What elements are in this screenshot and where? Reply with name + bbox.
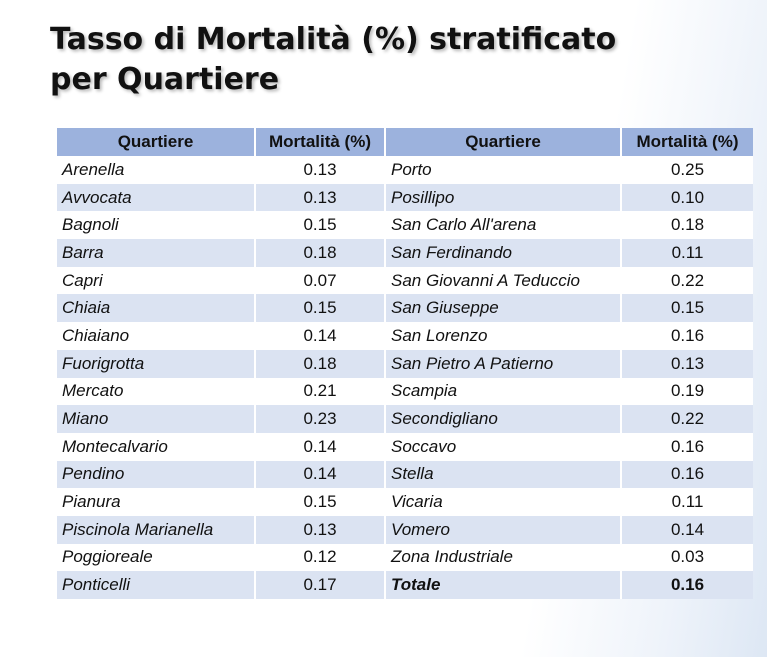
header-mortalita-left: Mortalità (%) [255, 128, 386, 156]
left-mortality-value: 0.13 [255, 156, 386, 184]
left-district-name: Barra [57, 239, 256, 267]
left-district-name: Ponticelli [57, 571, 256, 599]
left-district-name: Fuorigrotta [57, 349, 256, 378]
slide-title: Tasso di Mortalità (%) stratificato per … [50, 20, 616, 100]
table-row: Pianura 0.15 Vicaria 0.11 [57, 488, 753, 516]
right-mortality-value: 0.10 [621, 183, 753, 212]
right-district-name: Scampia [385, 377, 622, 406]
left-mortality-value: 0.23 [255, 405, 386, 433]
right-mortality-value: 0.25 [621, 156, 753, 184]
right-mortality-value: 0.22 [621, 405, 753, 433]
header-quartiere-right: Quartiere [385, 128, 622, 156]
left-district-name: Chiaia [57, 294, 256, 323]
left-district-name: Chiaiano [57, 322, 256, 350]
right-mortality-value: 0.11 [621, 488, 753, 516]
right-mortality-value: 0.15 [621, 294, 753, 323]
left-mortality-value: 0.17 [255, 571, 386, 599]
table-row: Poggioreale 0.12 Zona Industriale 0.03 [57, 543, 753, 572]
right-district-name: San Giuseppe [385, 294, 622, 323]
slide-title-line-1: Tasso di Mortalità (%) stratificato [50, 22, 617, 57]
right-mortality-value: 0.11 [621, 239, 753, 267]
right-mortality-value: 0.18 [621, 211, 753, 240]
right-district-name: Secondigliano [385, 405, 622, 433]
right-mortality-value: 0.19 [621, 377, 753, 406]
right-district-name: San Pietro A Patierno [385, 349, 622, 378]
table-header: Quartiere Mortalità (%) Quartiere Mortal… [57, 128, 753, 156]
left-district-name: Avvocata [57, 183, 256, 212]
right-mortality-value: 0.16 [621, 322, 753, 350]
left-district-name: Bagnoli [57, 211, 256, 240]
left-mortality-value: 0.18 [255, 239, 386, 267]
left-mortality-value: 0.12 [255, 543, 386, 572]
header-mortalita-right: Mortalità (%) [621, 128, 753, 156]
left-mortality-value: 0.21 [255, 377, 386, 406]
left-district-name: Mercato [57, 377, 256, 406]
left-district-name: Piscinola Marianella [57, 515, 256, 544]
left-district-name: Pendino [57, 460, 256, 489]
right-district-name: Soccavo [385, 432, 622, 461]
left-mortality-value: 0.15 [255, 488, 386, 516]
left-district-name: Arenella [57, 156, 256, 184]
left-district-name: Miano [57, 405, 256, 433]
table-body: Arenella 0.13 Porto 0.25 Avvocata 0.13 P… [57, 156, 753, 599]
right-district-name: Vicaria [385, 488, 622, 516]
right-district-name: Posillipo [385, 183, 622, 212]
left-district-name: Montecalvario [57, 432, 256, 461]
right-district-name: Zona Industriale [385, 543, 622, 572]
slide-title-line-2: per Quartiere [50, 62, 280, 97]
left-mortality-value: 0.07 [255, 266, 386, 295]
left-mortality-value: 0.13 [255, 183, 386, 212]
table-row: Pendino 0.14 Stella 0.16 [57, 460, 753, 489]
left-mortality-value: 0.13 [255, 515, 386, 544]
table-row: Miano 0.23 Secondigliano 0.22 [57, 405, 753, 433]
right-district-name: Vomero [385, 515, 622, 544]
left-mortality-value: 0.15 [255, 294, 386, 323]
table-row: Chiaiano 0.14 San Lorenzo 0.16 [57, 322, 753, 350]
table-row-total: Ponticelli 0.17 Totale 0.16 [57, 571, 753, 599]
left-mortality-value: 0.14 [255, 432, 386, 461]
left-district-name: Pianura [57, 488, 256, 516]
total-label: Totale [385, 571, 622, 599]
right-mortality-value: 0.14 [621, 515, 753, 544]
left-mortality-value: 0.15 [255, 211, 386, 240]
table-row: Chiaia 0.15 San Giuseppe 0.15 [57, 294, 753, 323]
left-mortality-value: 0.14 [255, 322, 386, 350]
mortality-table: Quartiere Mortalità (%) Quartiere Mortal… [57, 128, 753, 599]
right-district-name: Stella [385, 460, 622, 489]
right-district-name: San Giovanni A Teduccio [385, 266, 622, 295]
header-row: Quartiere Mortalità (%) Quartiere Mortal… [57, 128, 753, 156]
table-row: Mercato 0.21 Scampia 0.19 [57, 377, 753, 406]
right-mortality-value: 0.13 [621, 349, 753, 378]
right-mortality-value: 0.16 [621, 432, 753, 461]
right-mortality-value: 0.16 [621, 460, 753, 489]
table-row: Fuorigrotta 0.18 San Pietro A Patierno 0… [57, 349, 753, 378]
table-row: Bagnoli 0.15 San Carlo All'arena 0.18 [57, 211, 753, 240]
left-district-name: Capri [57, 266, 256, 295]
table-row: Avvocata 0.13 Posillipo 0.10 [57, 183, 753, 212]
right-district-name: San Lorenzo [385, 322, 622, 350]
table-row: Montecalvario 0.14 Soccavo 0.16 [57, 432, 753, 461]
right-district-name: Porto [385, 156, 622, 184]
left-mortality-value: 0.18 [255, 349, 386, 378]
table-row: Barra 0.18 San Ferdinando 0.11 [57, 239, 753, 267]
table-row: Capri 0.07 San Giovanni A Teduccio 0.22 [57, 266, 753, 295]
right-mortality-value: 0.03 [621, 543, 753, 572]
left-district-name: Poggioreale [57, 543, 256, 572]
right-mortality-value: 0.22 [621, 266, 753, 295]
table-row: Piscinola Marianella 0.13 Vomero 0.14 [57, 515, 753, 544]
right-district-name: San Carlo All'arena [385, 211, 622, 240]
header-quartiere-left: Quartiere [57, 128, 256, 156]
table-row: Arenella 0.13 Porto 0.25 [57, 156, 753, 184]
left-mortality-value: 0.14 [255, 460, 386, 489]
total-mortality-value: 0.16 [621, 571, 753, 599]
right-district-name: San Ferdinando [385, 239, 622, 267]
